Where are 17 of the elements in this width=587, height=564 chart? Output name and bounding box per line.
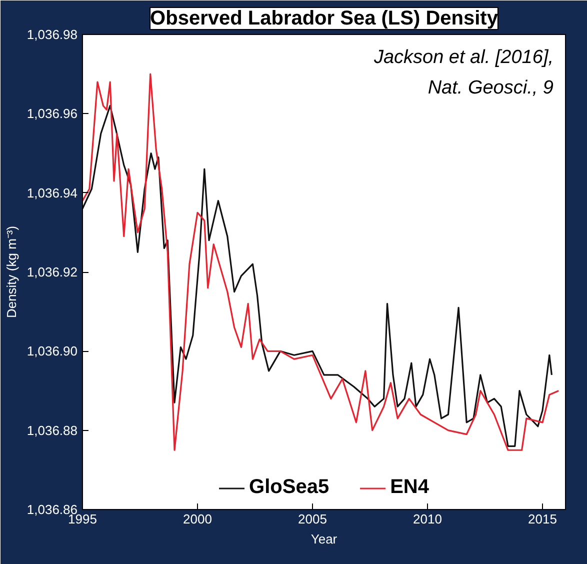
y-tick-label: 1,036.94 <box>26 185 78 200</box>
legend-label: GloSea5 <box>249 476 330 499</box>
x-axis-title: Year <box>310 532 338 546</box>
x-tick-label: 2005 <box>298 512 327 526</box>
x-tick-label: 2000 <box>183 512 212 526</box>
annotation: Nat. Geosci., 9 <box>428 78 554 99</box>
x-tick-label: 2015 <box>528 512 557 526</box>
legend-label: EN4 <box>390 476 429 499</box>
y-tick-label: 1,036.92 <box>26 264 78 280</box>
x-tick-label: 2010 <box>413 512 442 526</box>
chart-title: Observed Labrador Sea (LS) Density <box>150 8 499 30</box>
annotation: Jackson et al. [2016], <box>372 46 554 68</box>
y-tick-label: 1,036.98 <box>26 27 78 42</box>
y-tick-label: 1,036.90 <box>26 344 78 359</box>
y-tick-label: 1,036.96 <box>26 106 78 122</box>
y-tick-label: 1,036.88 <box>26 422 78 438</box>
y-axis-title: Density (kg m⁻³) <box>4 226 19 318</box>
